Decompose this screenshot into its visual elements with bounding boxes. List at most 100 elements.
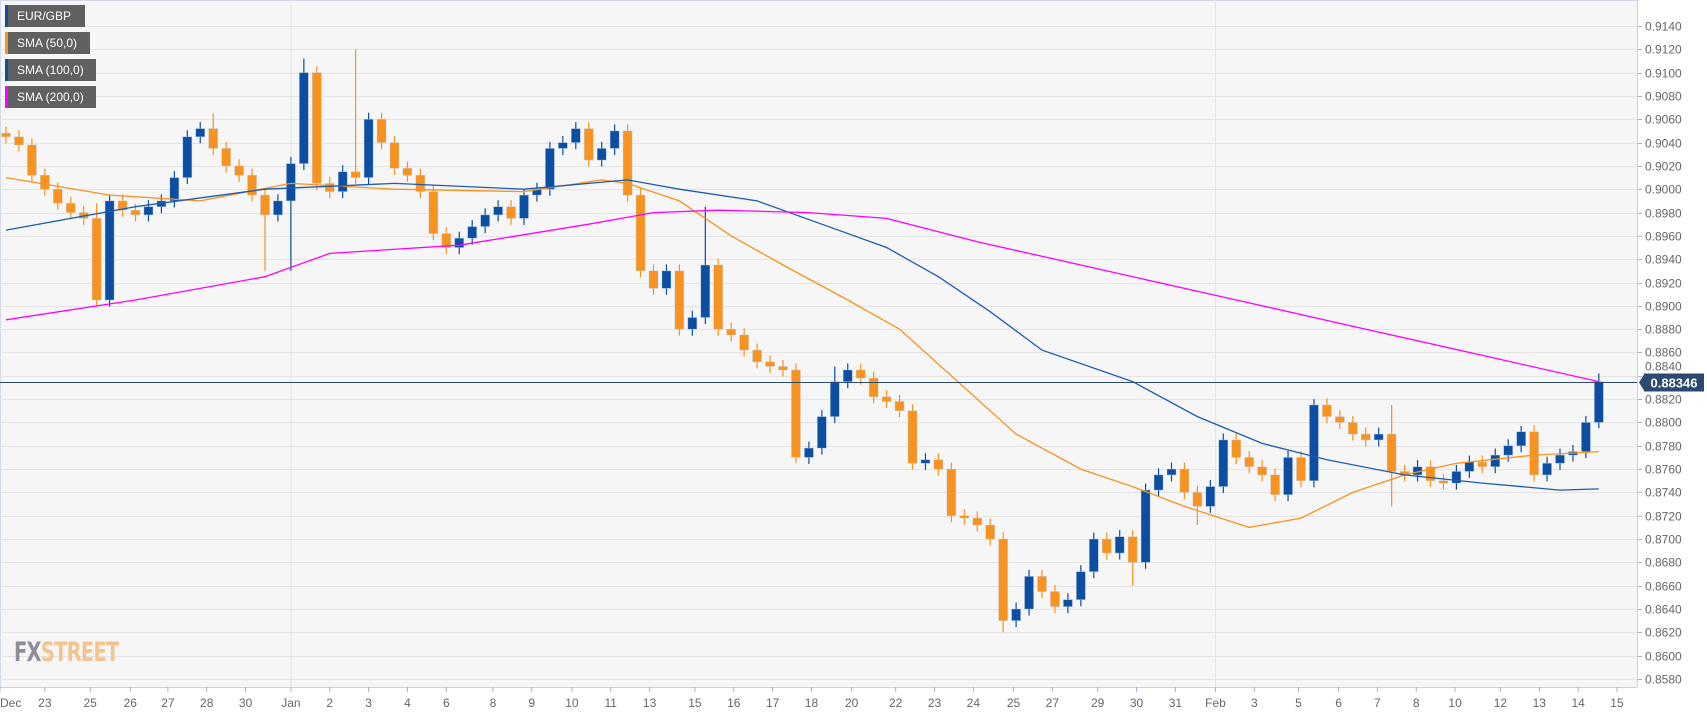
bullish-candle	[817, 410, 827, 455]
bearish-candle	[894, 394, 905, 418]
candle-body	[778, 366, 788, 371]
bearish-candle	[40, 168, 50, 196]
bullish-candle	[570, 122, 581, 150]
x-tick-label: 16	[727, 696, 741, 710]
logo-street: STREET	[40, 637, 119, 668]
candle-body	[1179, 468, 1190, 493]
bullish-candle	[493, 200, 503, 222]
x-tick-label: 4	[404, 696, 411, 710]
y-tick-label: 0.8580	[1645, 673, 1682, 687]
bearish-candle	[985, 518, 996, 546]
y-tick-label: 0.8760	[1645, 463, 1682, 477]
candle-body	[169, 177, 180, 202]
legend-eurgbp[interactable]: EUR/GBP	[5, 5, 85, 27]
candle-body	[1089, 538, 1099, 572]
bearish-candle	[791, 363, 801, 464]
bullish-candle	[920, 453, 931, 470]
x-tick-label: 11	[605, 696, 618, 710]
candle-body	[907, 410, 918, 464]
candle-body	[596, 148, 607, 161]
bullish-candle	[299, 58, 309, 171]
x-tick-label: 20	[845, 696, 859, 710]
bearish-candle	[91, 203, 102, 306]
x-tick-label: 15	[688, 696, 702, 710]
bullish-candle	[558, 136, 568, 155]
fxstreet-logo: FXSTREET	[14, 637, 119, 668]
candle-body	[674, 270, 685, 330]
bearish-candle	[441, 227, 452, 255]
sma-50-line	[5, 176, 1599, 529]
candle-body	[208, 128, 218, 149]
x-tick-label: 6	[443, 696, 450, 710]
candle-body	[350, 171, 361, 178]
x-tick-label: 12	[1494, 696, 1508, 710]
legend-sma200[interactable]: SMA (200,0)	[5, 86, 96, 108]
y-tick-label: 0.9040	[1645, 137, 1682, 151]
candle-body	[1244, 457, 1254, 468]
candle-body	[1335, 416, 1345, 423]
candle-body	[855, 369, 866, 379]
legend-swatch	[5, 5, 8, 27]
candle-body	[583, 128, 594, 161]
legend-label: SMA (200,0)	[17, 90, 84, 104]
bearish-candle	[234, 159, 244, 182]
bearish-candle	[1477, 455, 1488, 474]
bullish-candle	[609, 124, 620, 155]
x-tick-label: 23	[928, 696, 942, 710]
bearish-candle	[946, 462, 957, 523]
candle-body	[402, 167, 413, 176]
bearish-candle	[1529, 425, 1539, 482]
bullish-candle	[1114, 530, 1125, 560]
bearish-candle	[247, 168, 257, 202]
candle-body	[1373, 433, 1384, 441]
legend-sma50[interactable]: SMA (50,0)	[5, 32, 90, 54]
candle-body	[247, 174, 257, 196]
y-tick-label: 0.8700	[1645, 533, 1682, 547]
x-tick-label: 17	[766, 696, 780, 710]
bearish-candle	[1335, 410, 1345, 429]
bullish-candle	[182, 130, 193, 185]
candle-body	[260, 194, 270, 216]
x-tick-label: 27	[1046, 696, 1060, 710]
bearish-candle	[52, 182, 63, 210]
bullish-candle	[1011, 602, 1021, 628]
candle-body	[1231, 439, 1242, 458]
candle-body	[1270, 474, 1280, 496]
bullish-candle	[480, 208, 490, 234]
x-tick-label: 9	[528, 696, 535, 710]
x-tick-label: 10	[565, 696, 579, 710]
bearish-candle	[1, 126, 11, 144]
bearish-candle	[1296, 450, 1306, 488]
y-tick-label: 0.8840	[1645, 360, 1682, 374]
bullish-candle	[467, 220, 478, 245]
bearish-candle	[752, 343, 762, 369]
bearish-candle	[65, 196, 76, 220]
candle-body	[1140, 489, 1151, 563]
candle-body	[842, 369, 853, 382]
x-tick-label: 6	[1335, 696, 1342, 710]
bearish-candle	[221, 141, 231, 173]
y-tick-label: 0.8960	[1645, 230, 1682, 244]
candle-body	[40, 174, 50, 190]
bullish-candle	[829, 366, 840, 424]
candle-body	[609, 130, 620, 149]
bearish-candle	[1438, 474, 1449, 490]
candle-body	[1581, 422, 1591, 452]
candle-body	[1153, 474, 1164, 491]
candle-body	[959, 515, 970, 519]
bullish-candle	[1555, 448, 1565, 470]
bearish-candle	[389, 136, 400, 175]
candle-body	[1360, 433, 1371, 441]
x-tick-label: 24	[967, 696, 981, 710]
bearish-candle	[402, 161, 413, 182]
bearish-candle	[208, 113, 218, 155]
y-tick-label: 0.8740	[1645, 486, 1682, 500]
x-tick-label: 18	[805, 696, 819, 710]
legend-sma100[interactable]: SMA (100,0)	[5, 59, 96, 81]
y-tick-label: 0.8600	[1645, 650, 1682, 664]
legend-label: SMA (50,0)	[17, 36, 78, 50]
x-tick-label: Dec	[0, 696, 21, 710]
candle-body	[221, 148, 231, 167]
candles	[1, 49, 1604, 633]
